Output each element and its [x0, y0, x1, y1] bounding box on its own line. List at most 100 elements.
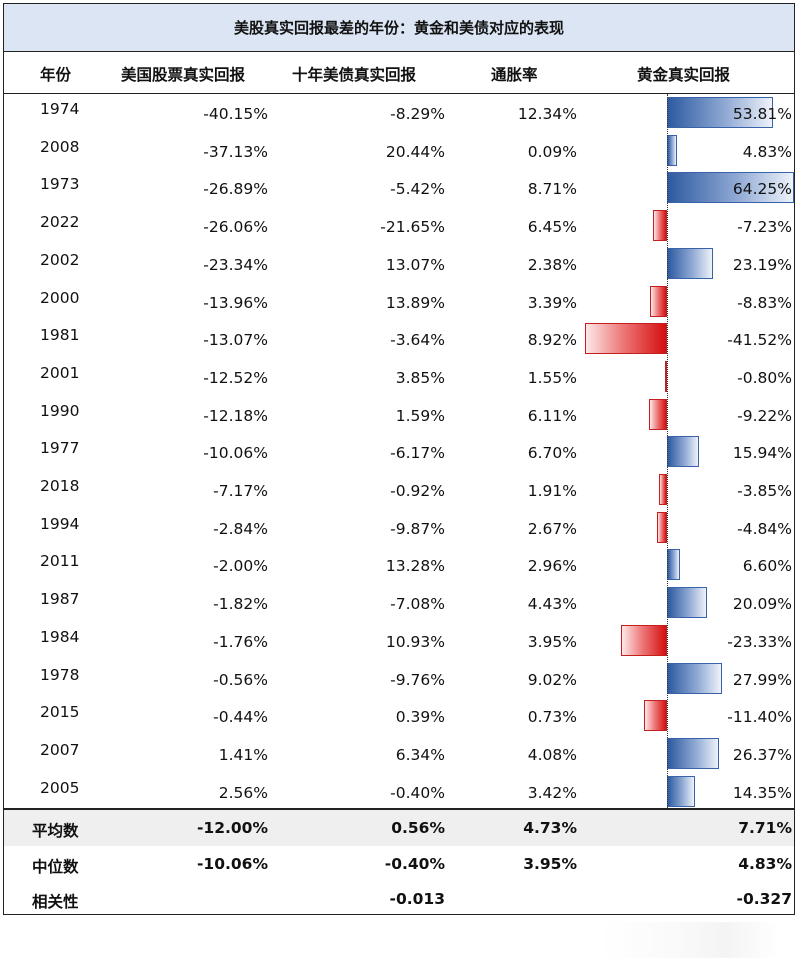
cell-gold: -11.40%: [727, 708, 792, 727]
table-row: 2007 1.41% 6.34% 4.08% 26.37%: [4, 735, 794, 773]
cell-inflation: 8.92%: [527, 331, 577, 350]
cell-year: 1984: [40, 627, 80, 646]
cell-inflation: 2.67%: [527, 519, 577, 538]
cell-gold: 23.19%: [732, 255, 792, 274]
cell-gold: 64.25%: [732, 180, 792, 199]
cell-bond: 20.44%: [385, 142, 445, 161]
cell-gold: -4.84%: [737, 519, 792, 538]
cell-inflation: 9.02%: [527, 670, 577, 689]
summary-stock: -10.06%: [197, 855, 268, 873]
cell-gold: -7.23%: [737, 218, 792, 237]
cell-stock: -23.34%: [203, 255, 268, 274]
table-title: 美股真实回报最差的年份：黄金和美债对应的表现: [4, 4, 794, 52]
gold-bar: [667, 775, 696, 807]
table-row: 2005 2.56% -0.40% 3.42% 14.35%: [4, 773, 794, 811]
table-row: 1974 -40.15% -8.29% 12.34% 53.81%: [4, 94, 794, 132]
cell-gold: 53.81%: [732, 105, 792, 123]
cell-bond: -0.40%: [390, 783, 445, 802]
table-row: 2001 -12.52% 3.85% 1.55% -0.80%: [4, 358, 794, 396]
summary-label: 中位数: [32, 858, 79, 876]
summary-bond: -0.40%: [384, 855, 445, 873]
gold-bar: [667, 662, 723, 694]
header-inflation: 通胀率: [491, 66, 538, 84]
summary-inflation: 4.73%: [523, 819, 577, 837]
cell-gold: 20.09%: [732, 595, 792, 614]
cell-bond: -21.65%: [380, 218, 445, 237]
gold-bar: [648, 398, 667, 430]
cell-stock: -12.52%: [203, 368, 268, 387]
cell-stock: -26.89%: [203, 180, 268, 199]
gold-bar: [620, 624, 667, 656]
cell-year: 2015: [40, 703, 80, 722]
cell-stock: -12.18%: [203, 406, 268, 425]
cell-stock: -0.56%: [213, 670, 268, 689]
cell-gold: -23.33%: [727, 632, 792, 651]
cell-year: 1974: [40, 100, 80, 118]
cell-gold: 6.60%: [742, 557, 792, 576]
cell-bond: 13.89%: [385, 293, 445, 312]
cell-bond: -8.29%: [390, 105, 445, 123]
cell-inflation: 0.09%: [527, 142, 577, 161]
summary-label: 相关性: [32, 893, 79, 911]
summary-gold: 4.83%: [738, 855, 792, 873]
cell-stock: 1.41%: [218, 745, 268, 764]
table-row: 1981 -13.07% -3.64% 8.92% -41.52%: [4, 320, 794, 358]
cell-stock: -13.96%: [203, 293, 268, 312]
table-row: 1987 -1.82% -7.08% 4.43% 20.09%: [4, 584, 794, 622]
cell-bond: -6.17%: [390, 444, 445, 463]
summary-gold: -0.327: [736, 890, 792, 908]
table-row: 1990 -12.18% 1.59% 6.11% -9.22%: [4, 396, 794, 434]
header-row: 年份 美国股票真实回报 十年美债真实回报 通胀率 黄金真实回报: [4, 52, 794, 94]
table-row: 1973 -26.89% -5.42% 8.71% 64.25%: [4, 169, 794, 207]
table-row: 2008 -37.13% 20.44% 0.09% 4.83%: [4, 132, 794, 170]
cell-stock: -26.06%: [203, 218, 268, 237]
gold-bar: [667, 737, 720, 769]
cell-bond: -9.87%: [390, 519, 445, 538]
header-bond: 十年美债真实回报: [292, 66, 417, 84]
cell-gold: 14.35%: [732, 783, 792, 802]
cell-stock: -1.76%: [213, 632, 268, 651]
cell-stock: -0.44%: [213, 708, 268, 727]
gold-bar: [667, 172, 794, 204]
cell-bond: -5.42%: [390, 180, 445, 199]
cell-bond: -0.92%: [390, 482, 445, 500]
cell-stock: -10.06%: [203, 444, 268, 463]
gold-bar: [649, 285, 667, 317]
gold-bar: [667, 97, 774, 128]
gold-bar: [644, 700, 667, 732]
cell-inflation: 3.95%: [527, 632, 577, 651]
cell-inflation: 1.55%: [527, 368, 577, 387]
cell-bond: 13.07%: [385, 255, 445, 274]
cell-year: 2000: [40, 288, 80, 307]
gold-bar: [667, 134, 677, 166]
cell-inflation: 6.70%: [527, 444, 577, 463]
cell-stock: -13.07%: [203, 331, 268, 350]
summary-divider: [4, 808, 794, 810]
cell-year: 1977: [40, 439, 80, 458]
gold-bar: [667, 247, 713, 279]
cell-year: 1978: [40, 665, 80, 684]
cell-stock: -2.84%: [213, 519, 268, 538]
summary-row-mean: 平均数 -12.00% 0.56% 4.73% 7.71%: [4, 810, 794, 846]
table-row: 2000 -13.96% 13.89% 3.39% -8.83%: [4, 283, 794, 321]
cell-year: 2005: [40, 778, 80, 797]
cell-gold: -9.22%: [737, 406, 792, 425]
table-row: 2011 -2.00% 13.28% 2.96% 6.60%: [4, 546, 794, 584]
table-row: 2002 -23.34% 13.07% 2.38% 23.19%: [4, 245, 794, 283]
data-table: 美股真实回报最差的年份：黄金和美债对应的表现 年份 美国股票真实回报 十年美债真…: [3, 3, 795, 915]
cell-inflation: 4.08%: [527, 745, 577, 764]
cell-gold: -0.80%: [737, 368, 792, 387]
cell-inflation: 1.91%: [527, 482, 577, 500]
cell-inflation: 2.96%: [527, 557, 577, 576]
cell-bond: 6.34%: [395, 745, 445, 764]
summary-row-median: 中位数 -10.06% -0.40% 3.95% 4.83%: [4, 846, 794, 882]
cell-bond: -9.76%: [390, 670, 445, 689]
cell-bond: 1.59%: [395, 406, 445, 425]
table-row: 1977 -10.06% -6.17% 6.70% 15.94%: [4, 433, 794, 471]
summary-bond: 0.56%: [391, 819, 445, 837]
header-gold: 黄金真实回报: [637, 66, 731, 84]
cell-inflation: 4.43%: [527, 595, 577, 614]
cell-inflation: 8.71%: [527, 180, 577, 199]
cell-bond: 3.85%: [395, 368, 445, 387]
table-row: 1984 -1.76% 10.93% 3.95% -23.33%: [4, 622, 794, 660]
